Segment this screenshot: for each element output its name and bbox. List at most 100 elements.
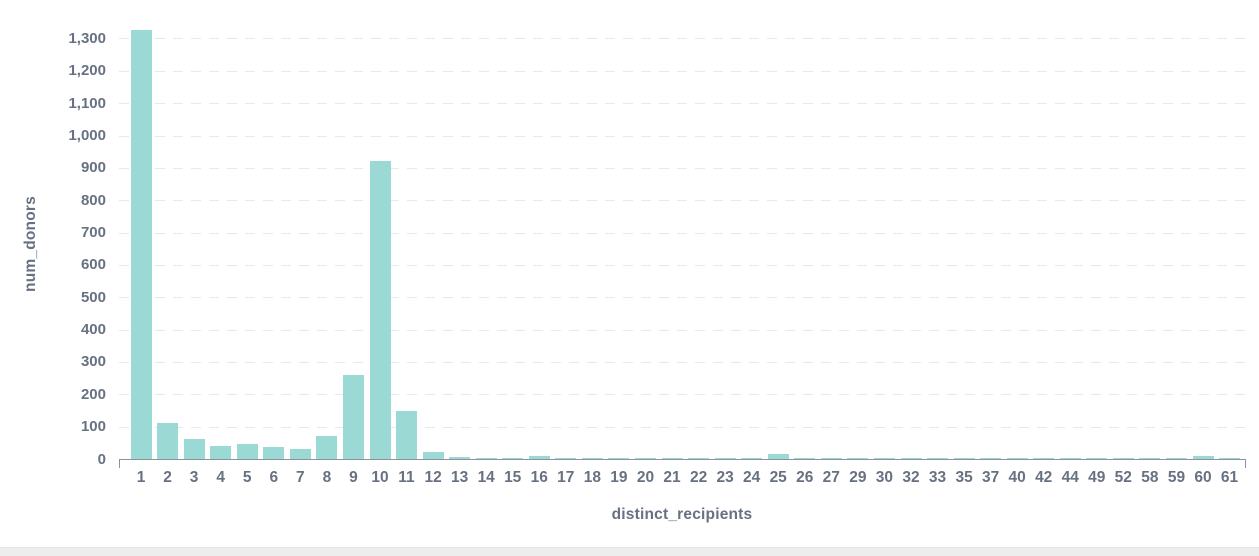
- gridline: [119, 200, 1245, 202]
- bar[interactable]: [873, 457, 895, 459]
- x-tick-label: 20: [636, 469, 655, 486]
- x-axis-line: [119, 459, 1245, 460]
- bar[interactable]: [900, 457, 922, 459]
- bar[interactable]: [608, 457, 630, 459]
- bar[interactable]: [741, 457, 763, 459]
- x-axis-left-tick: [119, 459, 120, 468]
- bar[interactable]: [263, 446, 285, 459]
- x-tick-label: 17: [557, 469, 575, 486]
- y-tick-label: 1,200: [68, 62, 106, 80]
- gridline: [119, 38, 1245, 40]
- bar[interactable]: [927, 457, 948, 459]
- x-tick-label: 40: [1008, 469, 1026, 486]
- bar[interactable]: [1219, 457, 1240, 459]
- gridline: [119, 232, 1245, 234]
- bar[interactable]: [1086, 458, 1108, 459]
- x-tick-label: 33: [928, 469, 947, 486]
- x-tick-label: 14: [477, 469, 495, 486]
- y-tick-label: 600: [80, 256, 106, 274]
- x-tick-label: 26: [796, 469, 814, 486]
- y-tick-label: 1,100: [68, 94, 106, 112]
- x-tick-label: 3: [189, 469, 199, 486]
- bar[interactable]: [661, 458, 683, 459]
- x-tick-label: 27: [822, 469, 840, 486]
- x-tick-label: 49: [1088, 469, 1106, 486]
- x-tick-label: 6: [269, 469, 279, 486]
- x-axis-title: distinct_recipients: [611, 506, 753, 523]
- x-tick-label: 9: [349, 469, 358, 486]
- x-tick-label: 18: [583, 469, 602, 486]
- bar[interactable]: [555, 458, 577, 459]
- x-tick-label: 23: [716, 469, 734, 486]
- bar[interactable]: [183, 438, 205, 459]
- bar[interactable]: [369, 161, 391, 459]
- bar[interactable]: [820, 458, 842, 459]
- bar[interactable]: [449, 457, 471, 459]
- x-tick-label: 52: [1114, 469, 1132, 486]
- x-tick-label: 42: [1035, 469, 1053, 486]
- y-tick-label: 700: [80, 224, 106, 241]
- y-tick-label: 500: [80, 288, 106, 306]
- x-tick-label: 44: [1061, 469, 1079, 486]
- bar[interactable]: [422, 451, 444, 459]
- x-tick-label: 21: [663, 469, 681, 486]
- bar[interactable]: [1059, 458, 1081, 459]
- bar[interactable]: [980, 458, 1002, 459]
- x-tick-label: 60: [1194, 469, 1212, 486]
- gridline: [119, 70, 1245, 72]
- bar[interactable]: [688, 457, 710, 459]
- bar[interactable]: [953, 458, 975, 459]
- bar[interactable]: [236, 443, 258, 459]
- x-tick-label: 15: [504, 469, 522, 486]
- x-tick-label: 22: [689, 469, 708, 486]
- x-tick-label: 24: [742, 469, 761, 486]
- x-tick-label: 10: [371, 469, 389, 486]
- gridline: [119, 361, 1245, 363]
- bar[interactable]: [528, 456, 550, 459]
- window-bottom-edge: [0, 547, 1259, 556]
- bar[interactable]: [475, 457, 497, 459]
- x-tick-label: 8: [322, 469, 332, 486]
- gridline: [119, 329, 1245, 331]
- x-tick-label: 4: [216, 469, 225, 486]
- x-tick-label: 32: [902, 469, 920, 486]
- x-tick-label: 1: [136, 469, 146, 486]
- x-tick-label: 12: [424, 469, 442, 486]
- bar[interactable]: [1166, 458, 1187, 459]
- gridline: [119, 297, 1245, 299]
- x-tick-label: 11: [398, 469, 415, 486]
- y-tick-label: 900: [80, 159, 106, 177]
- x-tick-label: 29: [849, 469, 867, 486]
- bar[interactable]: [1139, 457, 1161, 459]
- bar[interactable]: [1192, 456, 1214, 459]
- bar[interactable]: [210, 446, 232, 459]
- x-tick-label: 16: [530, 469, 548, 486]
- bar[interactable]: [767, 453, 789, 459]
- bar[interactable]: [396, 411, 417, 459]
- bar[interactable]: [130, 30, 152, 459]
- y-tick-label: 1,300: [68, 29, 106, 47]
- bar[interactable]: [714, 457, 736, 459]
- bar[interactable]: [581, 457, 603, 459]
- bar[interactable]: [1006, 458, 1028, 459]
- gridline: [119, 394, 1245, 396]
- x-tick-label: 5: [242, 469, 252, 486]
- x-tick-label: 61: [1220, 469, 1239, 486]
- bar[interactable]: [289, 449, 311, 459]
- bar[interactable]: [1033, 458, 1055, 459]
- bar[interactable]: [157, 423, 179, 459]
- bar[interactable]: [847, 458, 869, 459]
- gridline: [119, 167, 1245, 169]
- x-tick-label: 25: [769, 469, 787, 486]
- bar[interactable]: [502, 457, 524, 459]
- y-tick-label: 200: [80, 385, 106, 403]
- y-tick-label: 0: [97, 450, 106, 468]
- bar[interactable]: [794, 457, 816, 459]
- x-tick-label: 30: [875, 469, 894, 486]
- bar[interactable]: [1112, 458, 1134, 459]
- bar[interactable]: [316, 435, 338, 459]
- y-tick-label: 800: [80, 191, 106, 209]
- y-tick-label: 1,000: [68, 127, 106, 144]
- bar[interactable]: [342, 374, 364, 459]
- bar[interactable]: [635, 457, 656, 459]
